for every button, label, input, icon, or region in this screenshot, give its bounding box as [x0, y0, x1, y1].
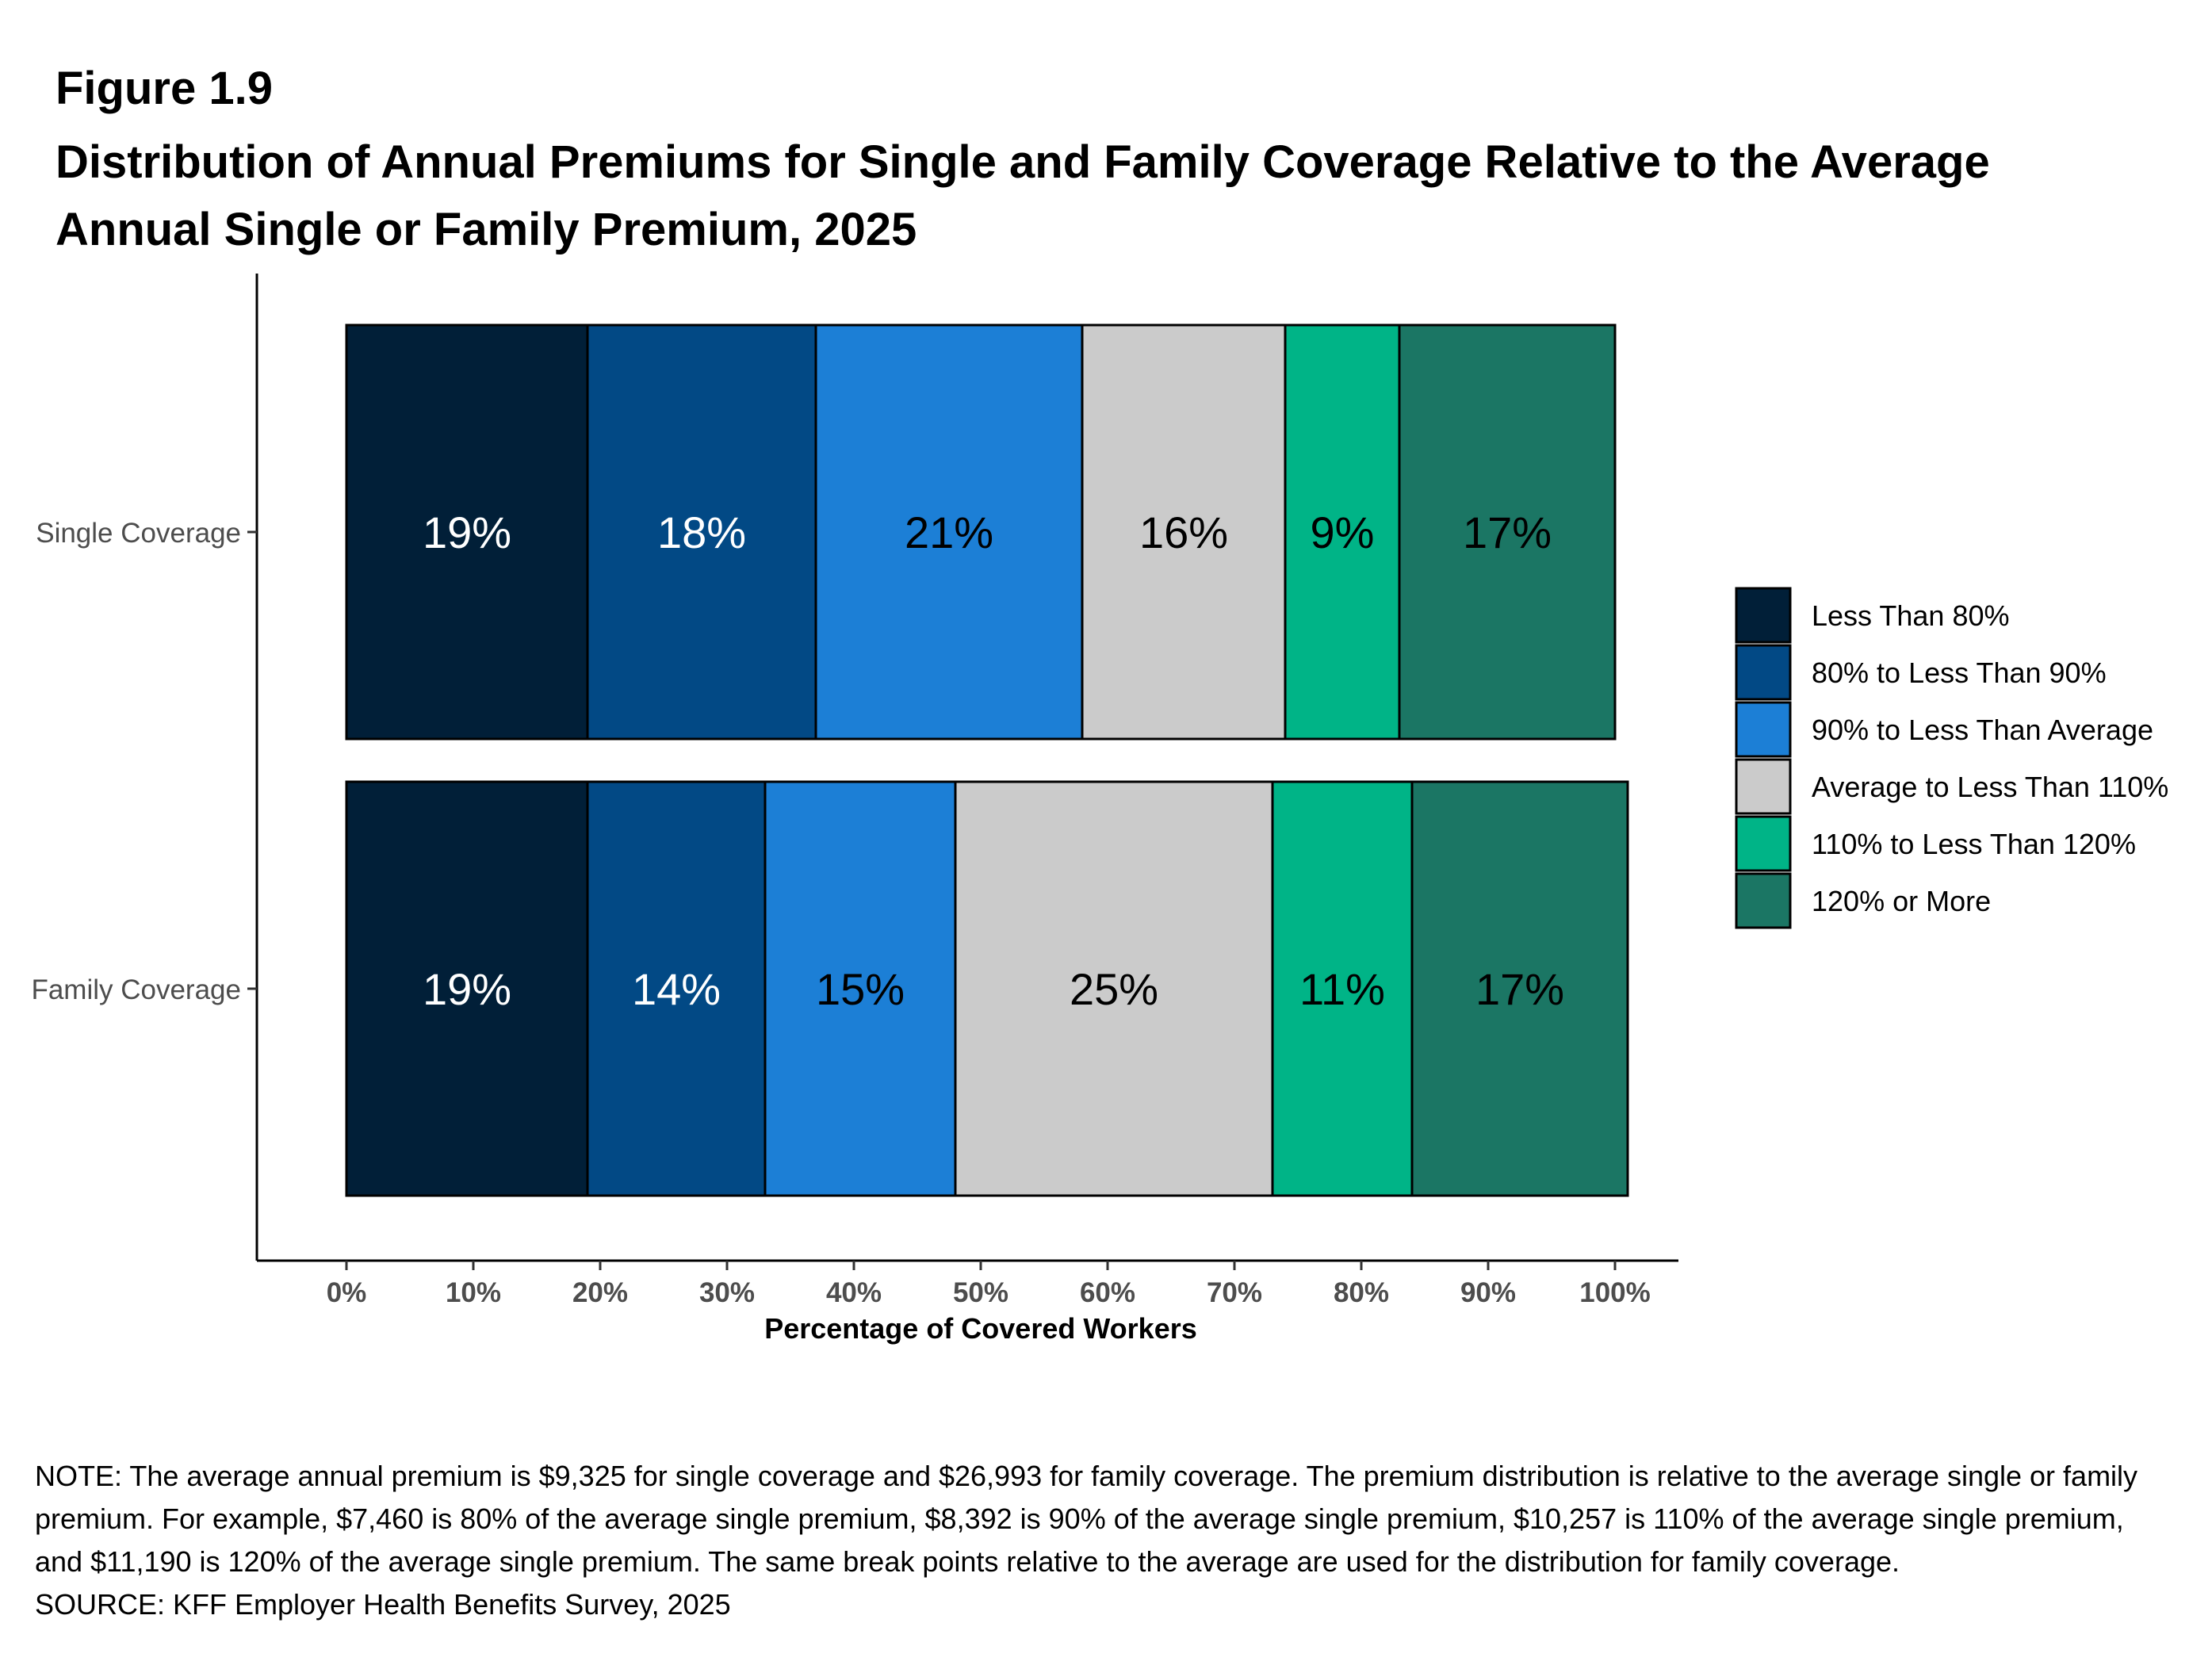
- data-label: 19%: [423, 507, 511, 557]
- note-text: NOTE: The average annual premium is $9,3…: [35, 1460, 2138, 1578]
- legend-label: 120% or More: [1812, 885, 1991, 917]
- legend-label: Less Than 80%: [1812, 599, 2010, 632]
- x-tick-label: 0%: [327, 1277, 367, 1308]
- bar-segment-single-0: [345, 323, 589, 741]
- x-tick-label: 70%: [1207, 1277, 1262, 1308]
- data-label: 15%: [816, 964, 905, 1014]
- data-label: 17%: [1475, 964, 1564, 1014]
- bar-segment-family-0: [345, 780, 589, 1197]
- x-tick-label: 40%: [826, 1277, 882, 1308]
- bar-segment-single-3: [1081, 323, 1287, 741]
- legend-label: Average to Less Than 110%: [1812, 771, 2168, 803]
- legend-swatch: [1735, 758, 1792, 815]
- bar-segment-single-2: [814, 323, 1084, 741]
- legend-swatch: [1735, 872, 1792, 929]
- source-text: SOURCE: KFF Employer Health Benefits Sur…: [35, 1588, 731, 1621]
- x-tick-label: 90%: [1460, 1277, 1516, 1308]
- data-label: 14%: [632, 964, 721, 1014]
- x-tick-label: 10%: [446, 1277, 501, 1308]
- chart-notes: NOTE: The average annual premium is $9,3…: [35, 1455, 2160, 1626]
- x-axis-title: Percentage of Covered Workers: [764, 1312, 1197, 1345]
- data-label: 18%: [657, 507, 746, 557]
- bar-segment-single-4: [1284, 323, 1401, 741]
- y-tick-label: Single Coverage: [36, 518, 241, 549]
- x-tick-label: 30%: [699, 1277, 755, 1308]
- legend-swatch: [1735, 587, 1792, 644]
- x-tick-label: 100%: [1579, 1277, 1651, 1308]
- legend-swatch: [1735, 701, 1792, 758]
- bar-segment-single-1: [586, 323, 817, 741]
- stacked-bar-chart: 19% 18% 21% 16% 9% 17% Single Coverage 19% 14% 15…: [31, 274, 2168, 1345]
- figure-label: Figure 1.9: [55, 63, 273, 114]
- data-label: 16%: [1139, 507, 1228, 557]
- legend-swatch: [1735, 644, 1792, 701]
- bar-segment-single-5: [1398, 323, 1617, 741]
- bar-segment-family-1: [586, 780, 767, 1197]
- legend-label: 80% to Less Than 90%: [1812, 656, 2107, 689]
- bar-segment-family-5: [1410, 780, 1629, 1197]
- legend-swatch: [1735, 815, 1792, 872]
- x-tick-label: 60%: [1080, 1277, 1135, 1308]
- bar-segment-family-3: [954, 780, 1274, 1197]
- legend-label: 110% to Less Than 120%: [1812, 828, 2136, 860]
- legend-label: 90% to Less Than Average: [1812, 714, 2153, 746]
- data-label: 25%: [1070, 964, 1158, 1014]
- data-label: 17%: [1463, 507, 1552, 557]
- chart-title: Distribution of Annual Premiums for Sing…: [55, 136, 1990, 255]
- x-tick-label: 50%: [953, 1277, 1008, 1308]
- data-label: 9%: [1311, 507, 1375, 557]
- data-label: 21%: [905, 507, 993, 557]
- y-tick-label: Family Coverage: [31, 974, 241, 1005]
- data-label: 11%: [1299, 964, 1385, 1014]
- data-label: 19%: [423, 964, 511, 1014]
- bar-segment-family-4: [1271, 780, 1414, 1197]
- x-tick-label: 80%: [1334, 1277, 1389, 1308]
- x-tick-label: 20%: [572, 1277, 628, 1308]
- bar-segment-family-2: [763, 780, 957, 1197]
